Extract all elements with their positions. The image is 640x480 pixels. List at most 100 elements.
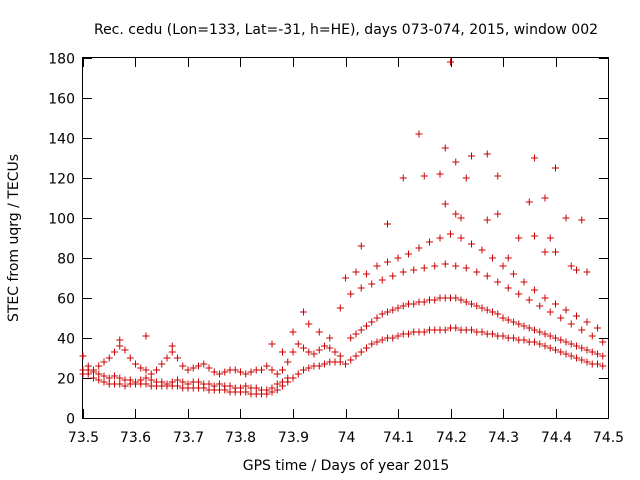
data-point — [552, 334, 559, 342]
data-point — [321, 342, 328, 350]
data-point — [105, 374, 113, 382]
data-point — [205, 380, 213, 388]
data-point — [510, 270, 517, 278]
data-point — [541, 342, 549, 350]
y-tick-label: 40 — [57, 332, 75, 348]
data-point — [142, 366, 150, 374]
data-point — [531, 326, 538, 334]
data-point — [226, 382, 234, 390]
data-point — [578, 326, 586, 334]
data-point — [599, 352, 607, 360]
data-point — [420, 298, 428, 306]
x-axis: 73.5 73.6 73.7 73.8 73.9 74 74.1 74.2 74.3 74.4 74… — [68, 58, 624, 446]
x-tick-label: 73.8 — [225, 430, 256, 446]
data-point — [441, 144, 449, 152]
data-point — [137, 376, 145, 384]
data-point — [389, 306, 397, 314]
data-point — [268, 366, 276, 374]
data-point — [294, 370, 302, 378]
data-point — [95, 376, 103, 384]
data-point — [237, 368, 244, 376]
data-point — [378, 276, 386, 284]
data-point — [168, 342, 176, 350]
x-tick-label: 74.5 — [593, 430, 624, 446]
data-point — [90, 374, 97, 382]
data-point — [468, 300, 475, 308]
data-point — [336, 358, 344, 366]
data-point — [347, 356, 355, 364]
data-point — [100, 378, 108, 386]
data-point — [494, 210, 502, 218]
y-axis-label: STEC from uqrg / TECUs — [6, 154, 22, 322]
data-point — [447, 58, 454, 66]
x-tick-label: 73.5 — [68, 430, 99, 446]
data-point — [489, 330, 496, 338]
data-point — [95, 362, 103, 370]
data-point — [478, 328, 486, 336]
data-point — [489, 254, 496, 262]
data-point — [394, 304, 402, 312]
data-point — [111, 348, 118, 356]
data-point — [583, 358, 591, 366]
data-point — [562, 306, 570, 314]
x-tick-label: 74.2 — [436, 430, 467, 446]
data-point — [326, 344, 334, 352]
data-point — [415, 244, 423, 252]
data-point — [263, 386, 271, 394]
data-point — [552, 300, 559, 308]
data-point — [384, 308, 391, 316]
data-point — [179, 362, 187, 370]
data-point — [499, 314, 507, 322]
data-point — [557, 336, 565, 344]
data-point — [368, 318, 376, 326]
data-point — [452, 158, 460, 166]
data-point — [468, 240, 475, 248]
data-point — [599, 362, 607, 370]
data-point — [384, 220, 391, 228]
y-tick-label: 60 — [57, 292, 75, 308]
data-point — [305, 320, 313, 328]
data-point — [342, 360, 349, 368]
data-point — [200, 360, 208, 368]
y-tick-label: 120 — [48, 172, 75, 188]
data-point — [242, 382, 250, 390]
data-point — [552, 248, 559, 256]
data-point — [315, 362, 323, 370]
data-point — [321, 360, 328, 368]
data-point — [578, 356, 586, 364]
data-point — [268, 340, 276, 348]
data-point — [373, 314, 381, 322]
data-point — [273, 380, 281, 388]
data-point — [515, 234, 523, 242]
data-point — [546, 308, 554, 316]
data-point — [315, 346, 323, 354]
data-point — [279, 366, 286, 374]
data-point — [378, 336, 386, 344]
data-point — [357, 348, 365, 356]
data-point — [105, 354, 113, 362]
data-point — [483, 272, 491, 280]
data-point — [284, 374, 292, 382]
data-point — [562, 338, 570, 346]
x-tick-label: 74 — [338, 430, 356, 446]
data-point — [557, 314, 565, 322]
data-point — [174, 354, 181, 362]
data-point — [483, 306, 491, 314]
data-point — [452, 262, 460, 270]
y-tick-label: 0 — [66, 412, 75, 428]
y-tick-label: 180 — [48, 52, 75, 68]
data-point — [415, 130, 423, 138]
data-point — [189, 364, 197, 372]
data-point — [116, 374, 124, 382]
data-point — [121, 346, 129, 354]
data-point — [468, 152, 475, 160]
data-point — [352, 352, 360, 360]
data-point — [504, 254, 512, 262]
data-point — [210, 368, 218, 376]
data-point — [242, 388, 250, 396]
data-point — [132, 360, 139, 368]
data-point — [525, 198, 533, 206]
data-point — [184, 380, 192, 388]
data-point — [541, 294, 549, 302]
